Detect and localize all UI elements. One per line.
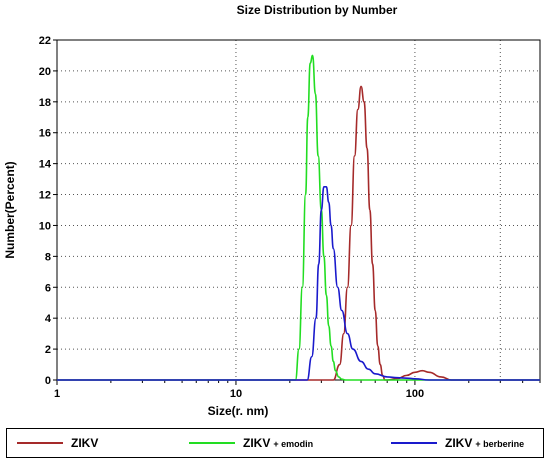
legend-swatch-emodin xyxy=(189,442,235,444)
legend-sublabel: + berberine xyxy=(475,439,525,449)
plot-frame xyxy=(56,39,541,381)
series-line-2 xyxy=(57,186,540,381)
y-tick-label: 22 xyxy=(39,35,51,47)
y-axis-ticks: 0 2 4 6 8 10 12 14 16 18 20 22 xyxy=(39,35,57,387)
y-tick-label: 4 xyxy=(45,313,52,325)
legend-label: ZIKV xyxy=(71,436,99,450)
x-tick-label: 1 xyxy=(54,388,60,400)
y-tick-label: 20 xyxy=(39,66,51,78)
y-axis-label: Number(Percent) xyxy=(3,161,17,258)
legend-label: ZIKV xyxy=(445,436,473,450)
y-tick-label: 14 xyxy=(39,159,52,171)
chart-title: Size Distribution by Number xyxy=(237,3,398,17)
x-axis-ticks: 1 10 100 xyxy=(54,380,541,400)
y-tick-label: 12 xyxy=(39,190,51,202)
legend-sublabel: + emodin xyxy=(273,439,314,449)
series-layer xyxy=(57,54,540,381)
legend-swatch-berberine xyxy=(391,442,437,444)
legend-item-zikv: ZIKV xyxy=(17,429,98,457)
y-tick-label: 0 xyxy=(45,375,51,387)
legend-item-emodin: ZIKV + emodin xyxy=(189,429,313,457)
y-tick-label: 16 xyxy=(39,128,51,140)
y-tick-label: 18 xyxy=(39,97,51,109)
y-tick-label: 6 xyxy=(45,282,51,294)
x-tick-label: 100 xyxy=(406,388,424,400)
y-tick-label: 10 xyxy=(39,220,51,232)
grid-lines xyxy=(57,40,540,380)
y-tick-label: 2 xyxy=(45,344,51,356)
series-line-0 xyxy=(57,85,540,381)
y-tick-label: 8 xyxy=(45,251,51,263)
legend-item-berberine: ZIKV + berberine xyxy=(391,429,524,457)
chart-legend: ZIKV ZIKV + emodin ZIKV + berberine xyxy=(6,428,544,458)
legend-swatch-zikv xyxy=(17,442,63,444)
x-axis-label: Size(r. nm) xyxy=(208,404,269,418)
legend-label: ZIKV xyxy=(243,436,271,450)
x-tick-label: 10 xyxy=(230,388,242,400)
series-line-1 xyxy=(57,54,540,381)
